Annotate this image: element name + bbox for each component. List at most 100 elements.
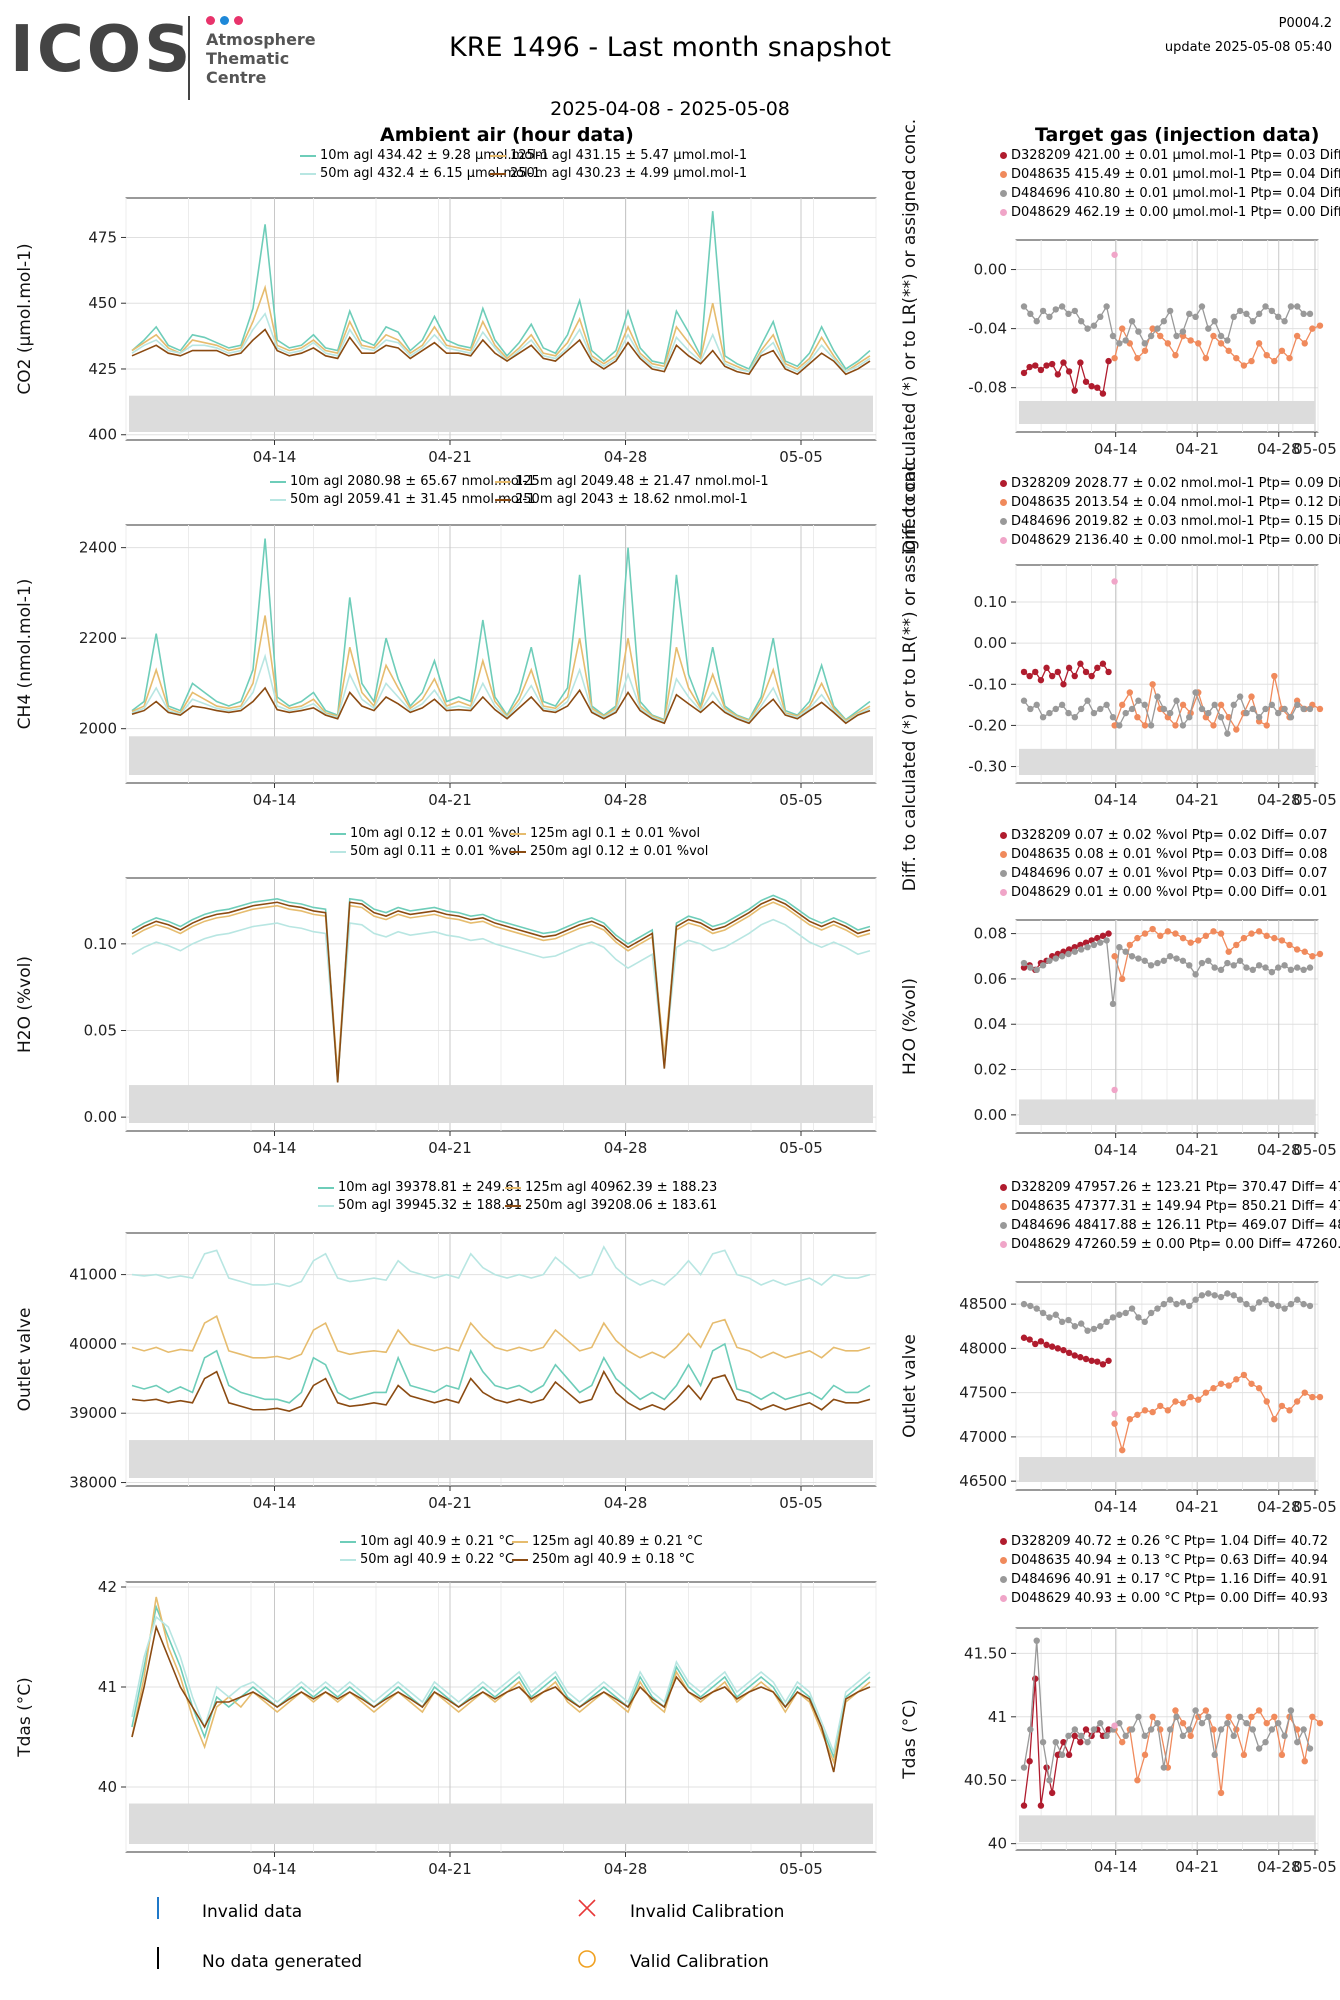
y-tick-label: 48000 xyxy=(959,1339,1007,1357)
data-point xyxy=(1225,948,1232,955)
series-line-D484696 xyxy=(1023,1640,1311,1781)
data-point xyxy=(1071,713,1079,721)
data-point xyxy=(1154,959,1161,967)
series-line-250m-agl xyxy=(131,897,871,1083)
data-point xyxy=(1111,578,1118,585)
legend-entry: 125m agl 2049.48 ± 21.47 nmol.mol-1 xyxy=(495,474,769,489)
data-point xyxy=(1084,943,1091,951)
legend-label: D048635 40.94 ± 0.13 °C Ptp= 0.63 Diff= … xyxy=(1011,1553,1329,1568)
y-tick-label: 47000 xyxy=(959,1428,1007,1446)
data-point xyxy=(1255,928,1263,935)
data-point xyxy=(1294,1738,1301,1746)
data-point xyxy=(1233,1376,1240,1383)
data-point xyxy=(1077,1354,1084,1361)
data-point xyxy=(1037,1802,1045,1809)
data-point xyxy=(1262,705,1269,713)
data-point xyxy=(1224,730,1231,737)
data-point xyxy=(1217,1380,1225,1387)
data-point xyxy=(1043,1341,1050,1349)
data-point xyxy=(1039,1309,1047,1317)
y-tick-label: 40.50 xyxy=(964,1771,1007,1789)
data-point xyxy=(1105,1357,1112,1364)
x-tick-label: 04-21 xyxy=(428,1494,472,1512)
data-point xyxy=(1065,1349,1073,1357)
data-point xyxy=(1046,709,1053,717)
logo-sub-centre: Centre xyxy=(206,68,267,87)
data-point xyxy=(1119,325,1126,332)
data-point xyxy=(1255,340,1263,347)
y-tick-label: 0.04 xyxy=(974,1015,1007,1033)
y-tick-label: 0.02 xyxy=(974,1061,1007,1079)
y-tick-label: 42 xyxy=(98,1578,117,1596)
data-point xyxy=(1134,1777,1141,1784)
data-point xyxy=(1090,1726,1098,1733)
x-tick-label: 04-28 xyxy=(1257,440,1301,458)
data-point xyxy=(1020,964,1028,971)
x-tick-label: 04-21 xyxy=(1175,791,1219,809)
data-point xyxy=(1020,668,1028,676)
legend-entry: 10m agl 2080.98 ± 65.67 nmol.mol-1 xyxy=(270,474,535,489)
data-point xyxy=(1271,1713,1278,1721)
data-point xyxy=(1122,948,1129,955)
data-point xyxy=(1033,701,1040,709)
data-point xyxy=(1082,378,1090,385)
data-point xyxy=(1039,1738,1047,1746)
series-line-10m-agl xyxy=(131,1342,871,1404)
data-point xyxy=(1179,1299,1187,1306)
x-tick-label: 04-14 xyxy=(1094,791,1138,809)
data-point xyxy=(1141,1732,1148,1740)
data-point xyxy=(1173,1713,1180,1721)
data-point xyxy=(1128,318,1136,325)
x-tick-label: 05-05 xyxy=(1293,791,1337,809)
x-tick-label: 04-21 xyxy=(428,1139,472,1157)
y-axis-label: CO2 (µmol.mol-1) xyxy=(15,243,35,394)
legend-label: 10m agl 2080.98 ± 65.67 nmol.mol-1 xyxy=(290,474,536,489)
data-point xyxy=(1116,722,1123,729)
legend-label: 50m agl 40.9 ± 0.22 °C xyxy=(360,1552,515,1567)
data-point xyxy=(1211,701,1218,709)
data-point xyxy=(1236,1713,1244,1721)
data-point xyxy=(1043,362,1050,369)
data-point xyxy=(1020,697,1028,704)
data-point xyxy=(1084,325,1091,332)
series-line-D484696 xyxy=(1023,304,1310,345)
data-point xyxy=(1255,713,1263,721)
y-axis-label: Diff. to calculated (*) or to LR(**) or … xyxy=(900,457,920,891)
data-point xyxy=(1275,1302,1282,1310)
legend-entry: D048629 462.19 ± 0.00 µmol.mol-1 Ptp= 0.… xyxy=(1000,205,1340,220)
data-point xyxy=(1090,1325,1098,1333)
data-point xyxy=(1192,1296,1199,1303)
data-point xyxy=(1198,1292,1206,1299)
data-point xyxy=(1286,354,1293,362)
data-point xyxy=(1094,1358,1101,1365)
x-tick-label: 04-28 xyxy=(1257,1858,1301,1876)
data-point xyxy=(1149,681,1156,688)
data-point xyxy=(1058,1318,1066,1326)
data-point xyxy=(1224,959,1231,967)
legend-entry: 250m agl 0.12 ± 0.01 %vol xyxy=(510,844,708,859)
data-point xyxy=(1293,332,1301,340)
data-point xyxy=(1082,1726,1090,1733)
x-tick-label: 04-14 xyxy=(253,448,297,466)
data-point xyxy=(1192,689,1199,696)
data-point xyxy=(1281,1732,1288,1740)
data-point xyxy=(1097,705,1104,713)
y-axis-label: H2O (%vol) xyxy=(900,978,920,1075)
data-point xyxy=(1122,1309,1129,1317)
legend-label: D484696 2019.82 ± 0.03 nmol.mol-1 Ptp= 0… xyxy=(1011,514,1340,529)
data-point xyxy=(1240,934,1248,942)
x-tick-label: 04-21 xyxy=(1175,440,1219,458)
data-point xyxy=(1088,672,1095,680)
data-point xyxy=(1134,354,1141,362)
data-point xyxy=(1278,1402,1286,1410)
data-point xyxy=(1210,1726,1217,1733)
x-tick-label: 05-05 xyxy=(779,1494,823,1512)
data-point xyxy=(1301,1389,1308,1396)
data-point xyxy=(1046,1777,1053,1784)
y-tick-label: 40 xyxy=(988,1835,1007,1853)
data-point xyxy=(1255,1745,1263,1752)
data-point xyxy=(1099,1361,1107,1368)
data-point xyxy=(1078,1732,1085,1740)
data-point xyxy=(1037,676,1045,684)
y-axis-label: Outlet valve xyxy=(900,1334,920,1438)
